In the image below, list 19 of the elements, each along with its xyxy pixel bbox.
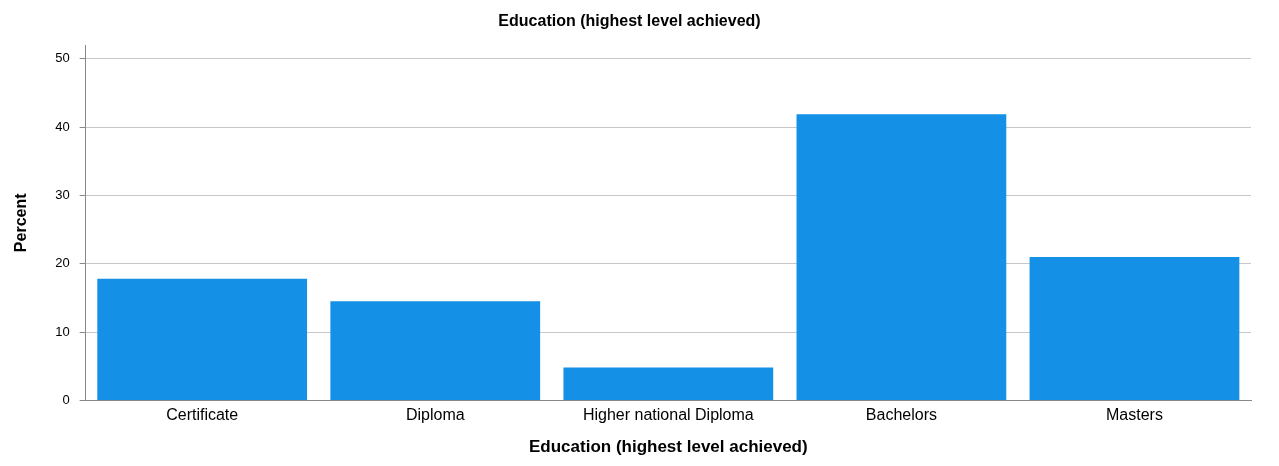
bar (330, 301, 541, 400)
y-tick-label: 30 (55, 187, 70, 203)
bar (796, 114, 1007, 400)
x-tick-label: Diploma (405, 406, 465, 424)
bar (1029, 256, 1240, 400)
y-tick-label: 0 (62, 391, 70, 407)
x-tick-label: Bachelors (865, 406, 937, 424)
x-tick-label: Masters (1106, 406, 1163, 424)
y-axis-title: Percent (12, 192, 30, 253)
chart-title: Education (highest level achieved) (498, 12, 761, 30)
y-tick-label: 20 (55, 255, 70, 271)
x-tick-label: Certificate (166, 406, 239, 424)
x-tick-label: Higher national Diploma (582, 406, 754, 424)
y-tick-label: 10 (55, 323, 70, 339)
y-tick-label: 50 (55, 50, 70, 66)
bar (97, 278, 308, 400)
bar (563, 367, 774, 400)
x-axis-title: Education (highest level achieved) (528, 437, 808, 457)
y-tick-label: 40 (55, 118, 70, 134)
